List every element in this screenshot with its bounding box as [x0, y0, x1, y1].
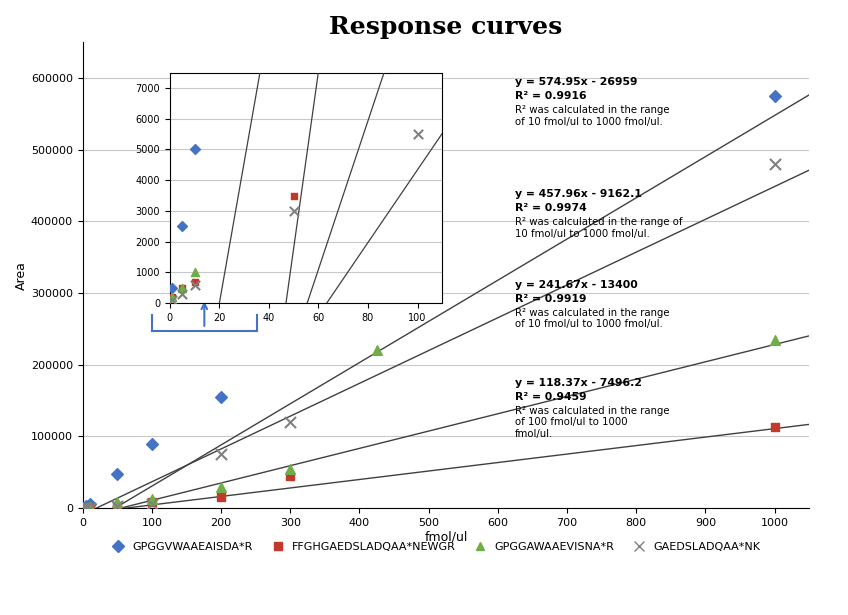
Point	[145, 494, 159, 504]
Point	[370, 130, 383, 140]
Text: R² = 0.9919: R² = 0.9919	[515, 294, 587, 304]
Point	[768, 159, 782, 169]
Point	[110, 501, 124, 510]
Point	[215, 491, 228, 501]
Point	[768, 335, 782, 344]
Y-axis label: Area: Area	[15, 261, 28, 290]
Point	[110, 501, 124, 511]
Point	[145, 498, 159, 507]
Legend: GPGGVWAAEAISDA*R, FFGHGAEDSLADQAA*NEWGR, GPGGAWAAEVISNA*R, GAEDSLADQAA*NK: GPGGVWAAEAISDA*R, FFGHGAEDSLADQAA*NEWGR,…	[103, 537, 765, 556]
Text: R² was calculated in the range of
10 fmol/ul to 1000 fmol/ul.: R² was calculated in the range of 10 fmo…	[515, 217, 683, 239]
Point	[768, 422, 782, 432]
Point	[283, 417, 297, 427]
Point	[83, 502, 97, 512]
Point	[145, 499, 159, 509]
Text: y = 118.37x - 7496.2: y = 118.37x - 7496.2	[515, 378, 642, 387]
Point	[80, 503, 93, 513]
Point	[80, 503, 93, 513]
Point	[370, 346, 383, 355]
Point	[283, 464, 297, 474]
Point	[76, 503, 90, 513]
Point	[768, 91, 782, 101]
Text: R² = 0.9916: R² = 0.9916	[515, 91, 587, 101]
Point	[110, 469, 124, 478]
Text: R² was calculated in the range
of 10 fmol/ul to 1000 fmol/ul.: R² was calculated in the range of 10 fmo…	[515, 105, 669, 127]
Point	[83, 499, 97, 509]
Point	[110, 498, 124, 507]
Point	[80, 503, 93, 513]
Point	[83, 502, 97, 512]
Point	[76, 503, 90, 513]
Point	[215, 450, 228, 459]
X-axis label: fmol/ul: fmol/ul	[424, 531, 467, 544]
Text: y = 241.67x - 13400: y = 241.67x - 13400	[515, 280, 638, 290]
Text: R² was calculated in the range
of 10 fmol/ul to 1000 fmol/ul.: R² was calculated in the range of 10 fmo…	[515, 308, 669, 330]
Point	[83, 502, 97, 512]
Text: R² was calculated in the range
of 100 fmol/ul to 1000
fmol/ul.: R² was calculated in the range of 100 fm…	[515, 405, 669, 438]
Point	[215, 392, 228, 402]
Point	[283, 471, 297, 481]
Text: R² = 0.9974: R² = 0.9974	[515, 203, 587, 213]
Point	[215, 482, 228, 491]
Point	[145, 438, 159, 448]
Text: R² = 0.9459: R² = 0.9459	[515, 392, 587, 402]
Text: y = 457.96x - 9162.1: y = 457.96x - 9162.1	[515, 189, 642, 199]
Point	[370, 195, 383, 205]
Point	[80, 501, 93, 511]
Text: y = 574.95x - 26959: y = 574.95x - 26959	[515, 77, 638, 87]
Point	[76, 503, 90, 513]
Point	[76, 503, 90, 513]
Title: Response curves: Response curves	[329, 15, 562, 39]
